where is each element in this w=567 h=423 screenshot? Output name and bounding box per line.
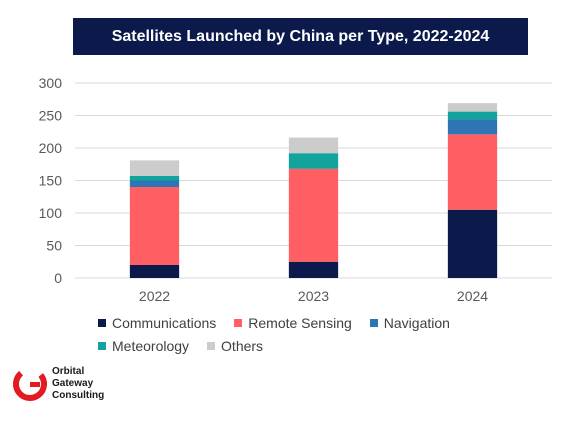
y-tick-label: 50: [46, 238, 62, 254]
legend-item-navigation: Navigation: [369, 314, 450, 331]
legend-label: Navigation: [383, 314, 450, 331]
legend-swatch: [369, 318, 378, 327]
bar-remote-sensing-2022: [129, 187, 180, 265]
y-tick-label: 100: [39, 205, 63, 221]
bar-meteorology-2023: [288, 153, 339, 169]
y-tick-label: 250: [39, 108, 63, 124]
x-tick-label: 2023: [298, 288, 329, 304]
bar-others-2022: [129, 160, 180, 176]
logo-line-3: Consulting: [52, 390, 105, 401]
legend-label: Communications: [112, 314, 217, 331]
legend-label: Others: [221, 337, 264, 354]
bar-segments: [129, 103, 498, 278]
bar-others-2023: [288, 137, 339, 154]
bar-others-2024: [447, 103, 498, 112]
y-tick-label: 0: [54, 270, 62, 286]
logo-line-2: Gateway: [52, 378, 94, 389]
legend-item-remote-sensing: Remote Sensing: [234, 314, 352, 331]
y-tick-label: 150: [39, 173, 63, 189]
chart-title: Satellites Launched by China per Type, 2…: [73, 18, 528, 55]
y-axis-tick-labels: 0 50 100 150 200 250 300: [39, 75, 63, 286]
x-tick-label: 2022: [139, 288, 170, 304]
x-axis-tick-labels: 2022 2023 2024: [139, 288, 488, 304]
bar-communications-2024: [447, 209, 498, 278]
legend-item-others: Others: [207, 337, 263, 354]
bar-communications-2023: [288, 261, 339, 278]
company-logo: Orbital Gateway Consulting: [12, 366, 104, 402]
y-tick-label: 200: [39, 140, 63, 156]
legend-swatch: [98, 341, 106, 350]
legend-label: Meteorology: [112, 337, 190, 354]
logo-line-1: Orbital: [52, 366, 85, 377]
legend-swatch: [234, 318, 243, 327]
orbital-gateway-logo-icon: [13, 367, 47, 401]
legend-item-communications: Communications: [98, 314, 216, 331]
bar-navigation-2022: [129, 180, 180, 187]
y-tick-label: 300: [39, 75, 63, 91]
legend-swatch: [207, 341, 216, 350]
bar-meteorology-2024: [447, 111, 498, 120]
bar-navigation-2024: [447, 119, 498, 135]
legend-item-meteorology: Meteorology: [98, 337, 189, 354]
bar-meteorology-2022: [129, 175, 180, 181]
x-tick-label: 2024: [457, 288, 488, 304]
logo-wordmark: Orbital Gateway Consulting: [52, 366, 104, 402]
bar-remote-sensing-2024: [447, 134, 498, 210]
chart-legend: Communications Remote Sensing Navigation Me…: [98, 314, 518, 354]
legend-swatch: [98, 318, 106, 327]
legend-label: Remote Sensing: [248, 314, 352, 331]
bar-remote-sensing-2023: [288, 168, 339, 262]
bar-communications-2022: [129, 265, 180, 278]
